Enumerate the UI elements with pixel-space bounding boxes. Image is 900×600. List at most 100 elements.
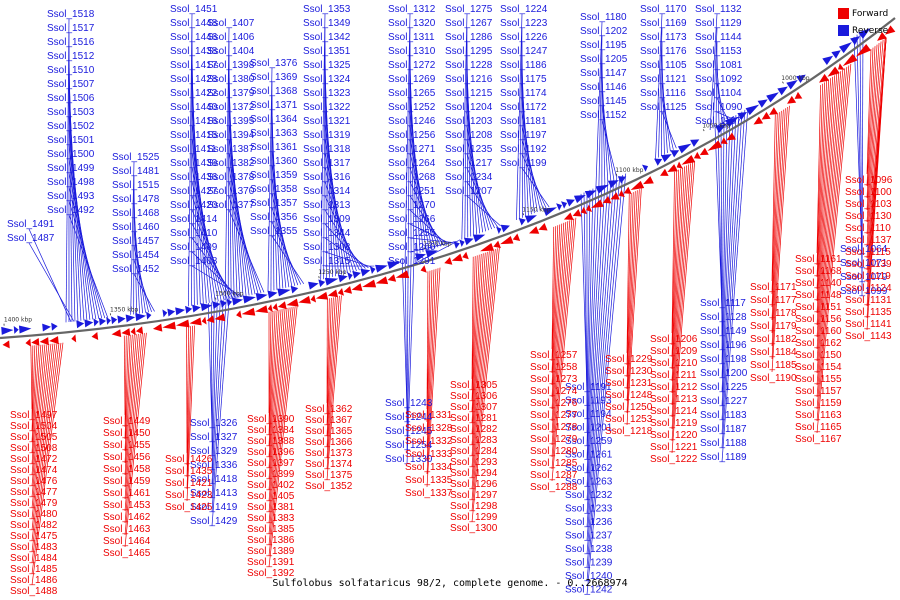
reverse-gene-label: Ssol_1499 [47,163,95,174]
gene-arrow [660,168,669,176]
reverse-gene-label: Ssol_1226 [500,32,548,43]
reverse-leader-line [521,139,544,210]
reverse-leader-line [406,256,409,437]
reverse-gene-label: Ssol_1370 [207,186,255,197]
reverse-gene-label: Ssol_1259 [565,436,613,447]
gene-arrow [387,261,402,270]
reverse-gene-label: Ssol_1272 [388,60,436,71]
ruler-tick-label: 1150 kbp [522,206,550,213]
gene-arrow [106,316,111,325]
reverse-leader-line [409,97,424,252]
reverse-gene-label: Ssol_1313 [303,200,351,211]
reverse-leader-line [586,179,615,541]
reverse-gene-label: Ssol_1323 [303,88,351,99]
gene-arrow [753,116,764,125]
forward-leader-line [31,345,34,421]
forward-gene-label: Ssol_1488 [10,586,58,597]
reverse-gene-label: Ssol_1481 [112,166,160,177]
forward-gene-label: Ssol_1211 [650,370,697,381]
gene-arrow [528,226,540,234]
reverse-gene-label: Ssol_1420 [170,200,218,211]
reverse-gene-label: Ssol_1324 [303,74,351,85]
forward-gene-label: Ssol_1154 [795,362,842,373]
reverse-leader-line [655,13,663,160]
gene-arrow [277,301,287,310]
reverse-gene-label: Ssol_1146 [580,82,627,93]
forward-gene-label: Ssol_1386 [247,535,295,546]
gene-arrow [654,158,663,166]
gene-arrow [111,329,122,338]
reverse-leader-line [721,109,746,449]
forward-leader-line [268,306,294,546]
reverse-gene-label: Ssol_1266 [388,214,436,225]
reverse-leader-line [28,228,72,322]
reverse-gene-label: Ssol_1255 [388,228,436,239]
reverse-gene-label: Ssol_1260 [388,242,436,253]
forward-leader-line [816,71,842,374]
forward-leader-line [326,295,340,470]
forward-gene-label: Ssol_1135 [845,307,892,318]
reverse-gene-label: Ssol_1242 [565,585,613,596]
forward-leader-line [551,221,567,422]
forward-gene-label: Ssol_1367 [305,415,353,426]
forward-leader-line [471,248,498,512]
gene-arrow [630,180,645,191]
forward-leader-line [31,344,42,465]
forward-gene-label: Ssol_1131 [845,295,892,306]
gene-arrow [831,50,841,59]
gene-arrow [610,192,620,200]
gene-arrow [720,137,728,145]
gene-arrow [472,234,486,243]
reverse-gene-label: Ssol_1512 [47,51,95,62]
reverse-gene-label: Ssol_1517 [47,23,95,34]
gene-arrow [676,161,683,169]
forward-leader-line [268,311,272,425]
gene-arrow [642,164,649,172]
gene-arrow [290,285,299,294]
gene-arrow [444,257,453,265]
reverse-leader-line [519,27,523,219]
reverse-gene-label: Ssol_1312 [388,4,436,15]
reverse-gene-label: Ssol_1377 [207,200,255,211]
reverse-gene-label: Ssol_1169 [640,18,687,29]
forward-gene-label: Ssol_1162 [795,338,842,349]
reverse-leader-line [586,185,600,474]
forward-leader-line [31,344,44,476]
forward-gene-label: Ssol_1278 [530,422,578,433]
reverse-gene-label: Ssol_1355 [250,226,298,237]
reverse-gene-label: Ssol_1256 [388,130,436,141]
reverse-leader-line [65,18,70,323]
ruler-tick-mark [615,173,618,176]
gene-arrow [25,338,31,347]
gene-arrow [135,313,147,322]
forward-leader-line [31,345,36,432]
forward-leader-line [551,221,569,434]
forward-gene-label: Ssol_1150 [795,350,842,361]
gene-arrow [607,180,619,189]
gene-arrow [1,326,14,335]
forward-gene-label: Ssol_1279 [530,434,578,445]
forward-leader-line [551,217,577,482]
reverse-gene-label: Ssol_1144 [695,32,742,43]
gene-arrow [226,298,233,307]
reverse-gene-label: Ssol_1099 [840,286,888,297]
gene-arrow [111,316,118,325]
forward-gene-label: Ssol_1331 [405,410,453,421]
reverse-gene-label: Ssol_1199 [500,158,547,169]
gene-arrow [324,277,339,286]
forward-leader-line [268,310,276,447]
reverse-gene-label: Ssol_1308 [303,242,351,253]
reverse-gene-label: Ssol_1132 [695,4,742,15]
forward-gene-label: Ssol_1283 [450,435,498,446]
forward-leader-line [124,333,139,500]
reverse-gene-label: Ssol_1236 [565,517,613,528]
forward-gene-label: Ssol_1167 [795,434,842,445]
forward-gene-label: Ssol_1461 [103,488,151,499]
forward-gene-label: Ssol_1449 [103,416,151,427]
reverse-leader-line [133,245,149,313]
reverse-leader-line [211,300,224,499]
ruler-tick-label: 1300 kbp [215,291,243,298]
reverse-gene-label: Ssol_1378 [207,172,255,183]
reverse-leader-line [401,258,408,409]
gene-arrow [327,289,339,298]
